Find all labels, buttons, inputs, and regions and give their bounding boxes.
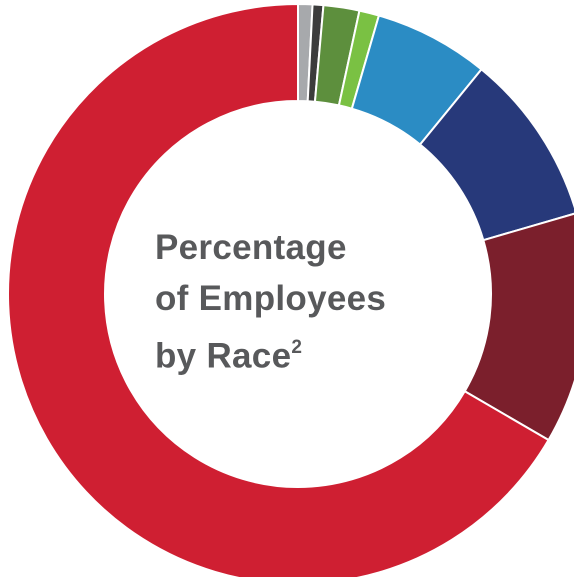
title-line-3-text: by Race: [155, 336, 292, 376]
title-line-2: of Employees: [155, 279, 387, 318]
title-line-3: by Race2: [155, 324, 425, 382]
donut-segment-6: [419, 68, 574, 242]
title-footnote-marker: 2: [291, 337, 303, 358]
chart-center-title: Percentage of Employees by Race2: [155, 222, 425, 382]
title-line-1: Percentage: [155, 228, 347, 267]
